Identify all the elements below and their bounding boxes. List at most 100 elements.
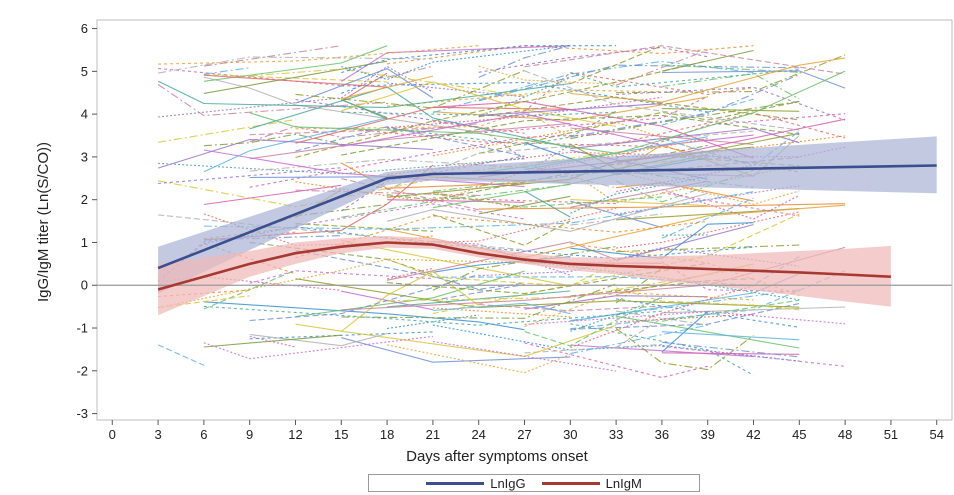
trajectory-line	[661, 306, 846, 314]
trajectory-line	[249, 68, 525, 97]
trajectory-line	[203, 301, 525, 331]
x-tick-label: 24	[471, 427, 485, 442]
trajectory-line	[570, 324, 708, 355]
trajectory-line	[341, 45, 571, 81]
trajectory-line	[341, 99, 388, 120]
trajectory-line	[616, 315, 800, 349]
trajectory-line	[478, 103, 662, 116]
x-tick-label: 0	[109, 427, 116, 442]
trajectory-line	[341, 114, 800, 156]
trajectory-line	[387, 96, 662, 129]
trajectory-line	[341, 113, 754, 147]
x-tick-label: 54	[929, 427, 943, 442]
trajectory-line	[615, 328, 754, 371]
y-tick-label: 3	[81, 149, 88, 164]
x-tick-label: 48	[838, 427, 852, 442]
trajectory-line	[570, 285, 754, 349]
trajectory-line	[249, 274, 479, 322]
x-tick-label: 45	[792, 427, 806, 442]
x-tick-label: 42	[746, 427, 760, 442]
trajectory-line	[386, 344, 571, 374]
trajectory-line	[341, 162, 525, 189]
trajectory-line	[432, 193, 662, 208]
trajectory-line	[158, 118, 296, 143]
trajectory-line	[661, 188, 800, 220]
x-tick-label: 33	[609, 427, 623, 442]
trajectory-line	[661, 345, 846, 367]
trajectory-line	[570, 302, 800, 330]
trajectory-line	[478, 65, 617, 85]
trajectory-line	[524, 311, 846, 326]
y-tick-label: -3	[76, 406, 88, 421]
x-tick-label: 15	[334, 427, 348, 442]
trajectory-line	[158, 67, 342, 87]
trajectory-line	[295, 69, 525, 109]
trajectory-line	[661, 299, 800, 322]
trajectory-line	[249, 133, 617, 188]
trajectory-line	[478, 76, 571, 118]
x-axis: 0 3 6 9 12 15 18 21 24 27 30 33 36 39 42 45 48 51 54	[109, 420, 944, 442]
x-tick-label: 12	[288, 427, 302, 442]
y-tick-label: 4	[81, 107, 88, 122]
mean-line-lnigg	[157, 164, 937, 270]
trajectory-line	[203, 335, 433, 360]
trajectory-line	[432, 302, 571, 315]
trajectory-line	[524, 291, 754, 328]
trajectory-line	[570, 200, 663, 229]
trajectory-line	[570, 45, 663, 85]
trajectory-line	[570, 57, 846, 103]
trajectory-line	[295, 203, 525, 227]
trajectory-line	[478, 64, 800, 102]
legend-label-lnigm: LnIgM	[605, 475, 642, 491]
trajectory-line	[341, 111, 617, 117]
trajectory-line	[203, 305, 662, 326]
trajectory-line	[570, 69, 800, 88]
trajectory-line	[478, 195, 571, 215]
trajectory-line	[341, 74, 388, 94]
legend-item-lnigm: LnIgM	[541, 475, 642, 491]
trajectory-line	[432, 121, 846, 157]
trajectory-line	[661, 310, 709, 353]
trajectory-line	[295, 215, 708, 259]
x-axis-title: Days after symptoms onset	[406, 448, 589, 465]
x-tick-label: 39	[700, 427, 714, 442]
trajectory-line	[570, 344, 754, 358]
trajectory-line	[249, 333, 388, 347]
trajectory-line	[661, 341, 800, 358]
trajectory-line	[295, 60, 708, 159]
chart: 0 3 6 9 12 15 18 21 24 27 30 33 36 39 42 45 48 51 54 -3-2-…	[35, 19, 953, 465]
trajectory-line	[570, 297, 663, 332]
trajectory-line	[295, 323, 617, 357]
trajectory-line	[249, 176, 388, 179]
trajectory-line	[478, 247, 800, 277]
trajectory-line	[341, 81, 617, 128]
trajectory-line	[570, 73, 800, 138]
trajectory-line	[570, 199, 708, 207]
trajectory-line	[158, 295, 250, 309]
trajectory-line	[157, 344, 205, 366]
trajectory-line	[295, 106, 571, 144]
legend-item-lnigg: LnIgG	[426, 476, 526, 491]
confidence-band-lnigg	[158, 136, 937, 294]
trajectory-line	[570, 323, 754, 376]
trajectory-line	[615, 49, 708, 86]
trajectory-line	[341, 239, 571, 287]
trajectory-line	[158, 167, 342, 185]
trajectory-line	[203, 73, 388, 83]
trajectory-line	[661, 130, 800, 167]
trajectory-line	[432, 60, 754, 114]
trajectory-line	[478, 45, 571, 78]
trajectory-line	[203, 45, 388, 82]
legend-swatch-lnigm	[541, 481, 600, 485]
trajectory-line	[387, 89, 662, 107]
x-tick-label: 18	[380, 427, 394, 442]
trajectory-line	[158, 158, 525, 175]
trajectory-line	[524, 70, 800, 131]
trajectory-line	[386, 241, 617, 281]
trajectory-line	[661, 108, 800, 112]
trajectory-line	[249, 86, 571, 148]
trajectory-line	[295, 270, 525, 318]
x-tick-label: 27	[517, 427, 531, 442]
y-tick-label: 2	[81, 192, 88, 207]
trajectory-line	[295, 67, 434, 104]
